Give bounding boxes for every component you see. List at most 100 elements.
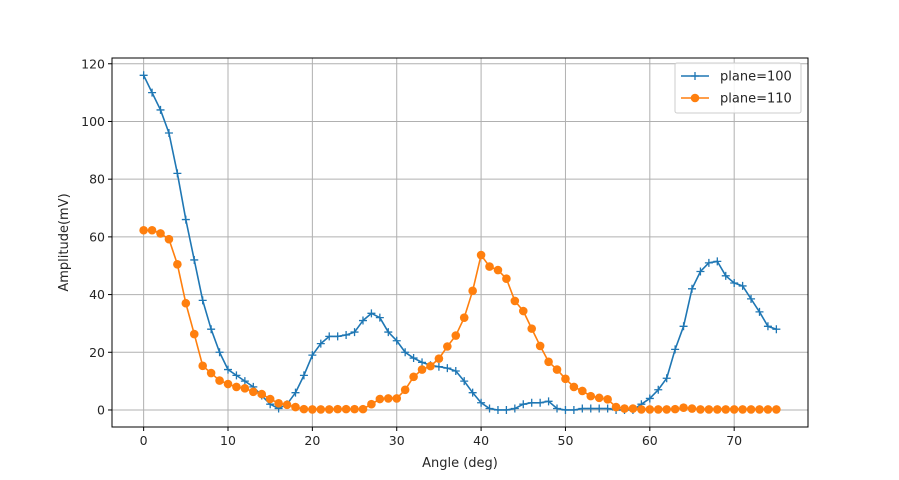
x-tick-label: 60 [642,433,658,448]
data-point [148,88,157,97]
data-point [367,399,376,409]
data-point [510,296,520,306]
data-point [189,329,199,339]
data-point [772,405,781,414]
data-point [738,405,747,414]
data-point [603,395,612,404]
data-point [341,404,351,414]
y-tick-label: 80 [89,172,105,187]
data-point [240,377,249,386]
data-point [375,313,384,322]
data-point [409,372,418,382]
data-point [536,398,545,407]
data-point [299,371,308,380]
data-point [223,379,233,389]
data-point [586,391,596,401]
data-point [384,328,393,337]
data-point [468,388,477,397]
series-line [143,229,777,411]
y-tick-label: 0 [97,402,105,417]
data-point [139,71,148,80]
data-point [586,404,595,413]
data-point [729,405,739,414]
y-axis-label: Amplitude(mV) [57,193,72,291]
series-plane=100 [139,71,781,414]
data-point [443,342,452,351]
data-point [257,389,267,399]
legend: plane=100 plane=110 [674,62,802,114]
data-point [755,307,764,316]
data-point [139,225,148,235]
legend-label: plane=110 [720,92,792,107]
data-point [763,322,772,331]
data-point [519,400,528,409]
legend-entry: plane=100 [681,70,792,85]
data-point [628,404,638,413]
data-point [164,234,174,244]
data-point [459,313,469,322]
data-point [198,296,207,305]
plot-frame [111,57,809,428]
data-point [688,284,696,293]
data-point [316,405,326,414]
data-point [611,402,621,412]
data-point [687,404,697,413]
data-point [746,405,756,414]
data-point [696,267,705,276]
data-point [653,405,663,414]
data-point [561,405,570,414]
data-point [637,405,646,414]
data-point [552,365,562,374]
x-tick-label: 40 [473,433,489,448]
data-point [569,382,579,392]
data-point [493,265,503,275]
x-tick-label: 70 [726,433,742,448]
data-point [502,274,511,284]
data-point [434,362,443,371]
data-point [772,325,781,334]
data-point [401,348,410,357]
data-point [502,405,511,414]
data-point [308,351,317,360]
data-point [156,229,165,238]
data-point [147,225,157,235]
y-tick-label: 120 [81,56,105,71]
data-point [476,250,486,260]
data-point [207,325,216,334]
data-point [721,405,731,414]
data-point [426,361,435,371]
data-point [578,404,587,413]
data-point [527,398,536,407]
data-point [468,286,477,296]
legend-label: plane=100 [720,70,792,85]
data-point [713,257,722,266]
data-point [181,298,191,308]
data-point [434,354,444,363]
x-tick-label: 30 [389,433,405,448]
data-point [333,332,342,341]
data-point [282,400,292,410]
series-layer [139,71,781,414]
data-point [544,357,553,367]
y-tick-label: 60 [89,229,105,244]
data-point [409,354,418,363]
data-point [190,255,199,264]
data-point [645,405,655,414]
data-point [418,358,427,367]
data-point [291,402,300,412]
data-point [578,386,587,396]
data-point [518,306,528,316]
data-point [620,404,629,413]
legend-swatch-marker [690,93,700,103]
legend-swatch-marker [691,72,699,80]
data-point [375,394,385,404]
data-point [569,405,578,414]
data-point [645,394,654,403]
data-point [713,405,722,414]
data-point [173,259,182,269]
data-point [594,393,604,403]
y-tick-label: 100 [81,114,105,129]
data-point [392,394,402,403]
data-point [595,404,604,413]
data-point [206,368,216,378]
